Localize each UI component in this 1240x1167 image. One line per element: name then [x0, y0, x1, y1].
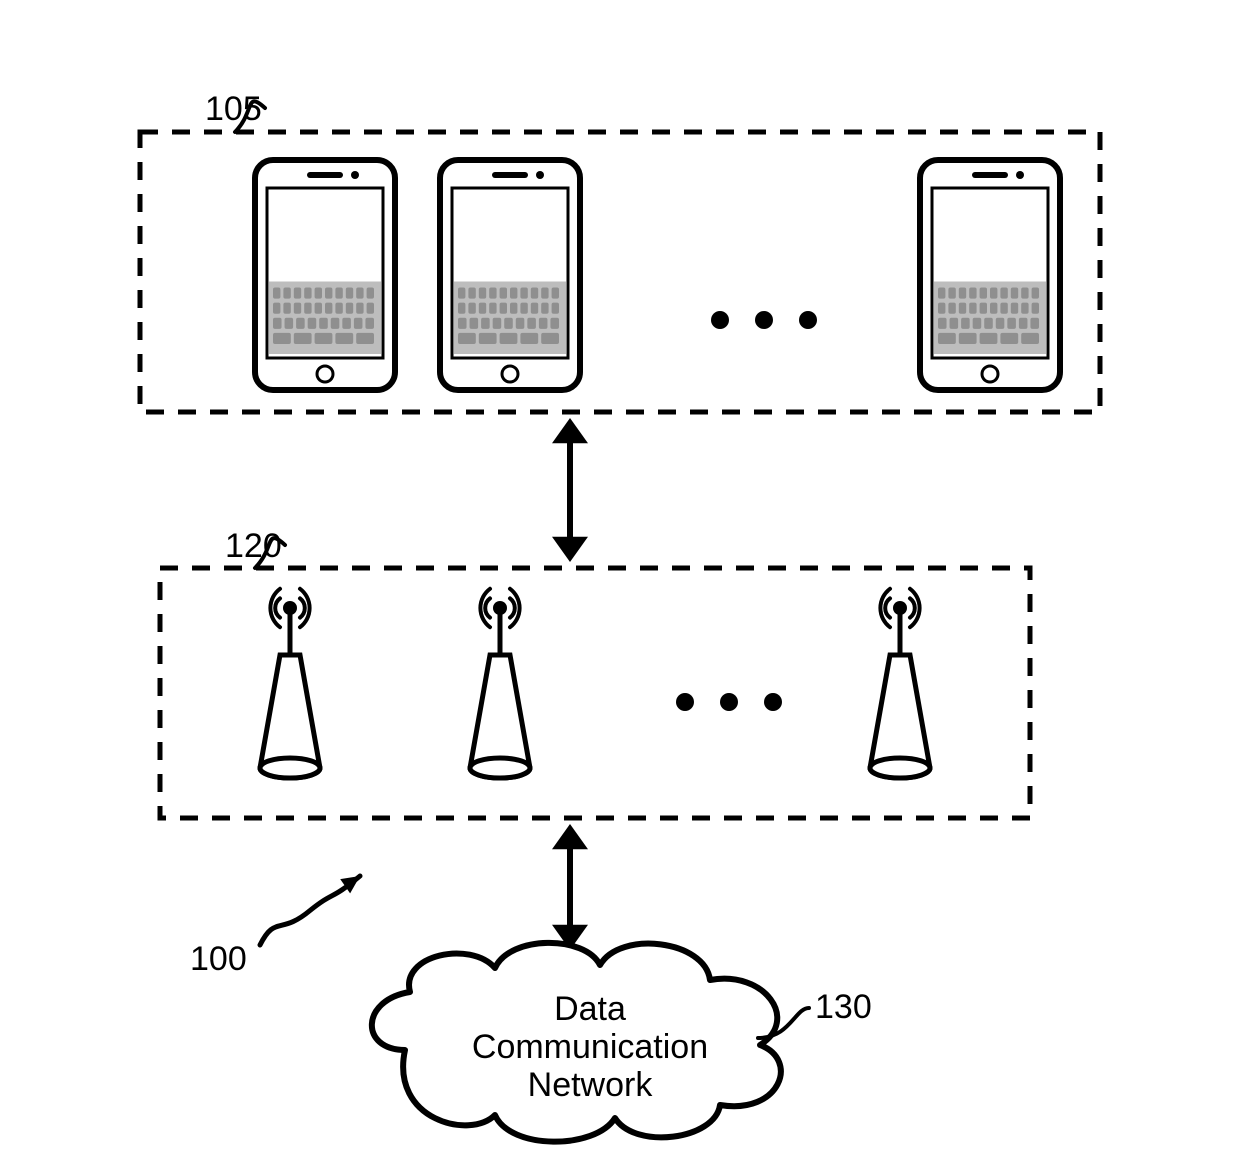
svg-text:Network: Network — [528, 1066, 654, 1104]
svg-text:Data: Data — [554, 990, 626, 1028]
svg-text:Communication: Communication — [472, 1028, 708, 1066]
svg-text:100: 100 — [190, 940, 247, 978]
svg-text:105: 105 — [205, 90, 262, 128]
svg-text:120: 120 — [225, 527, 282, 565]
svg-text:130: 130 — [815, 988, 872, 1026]
